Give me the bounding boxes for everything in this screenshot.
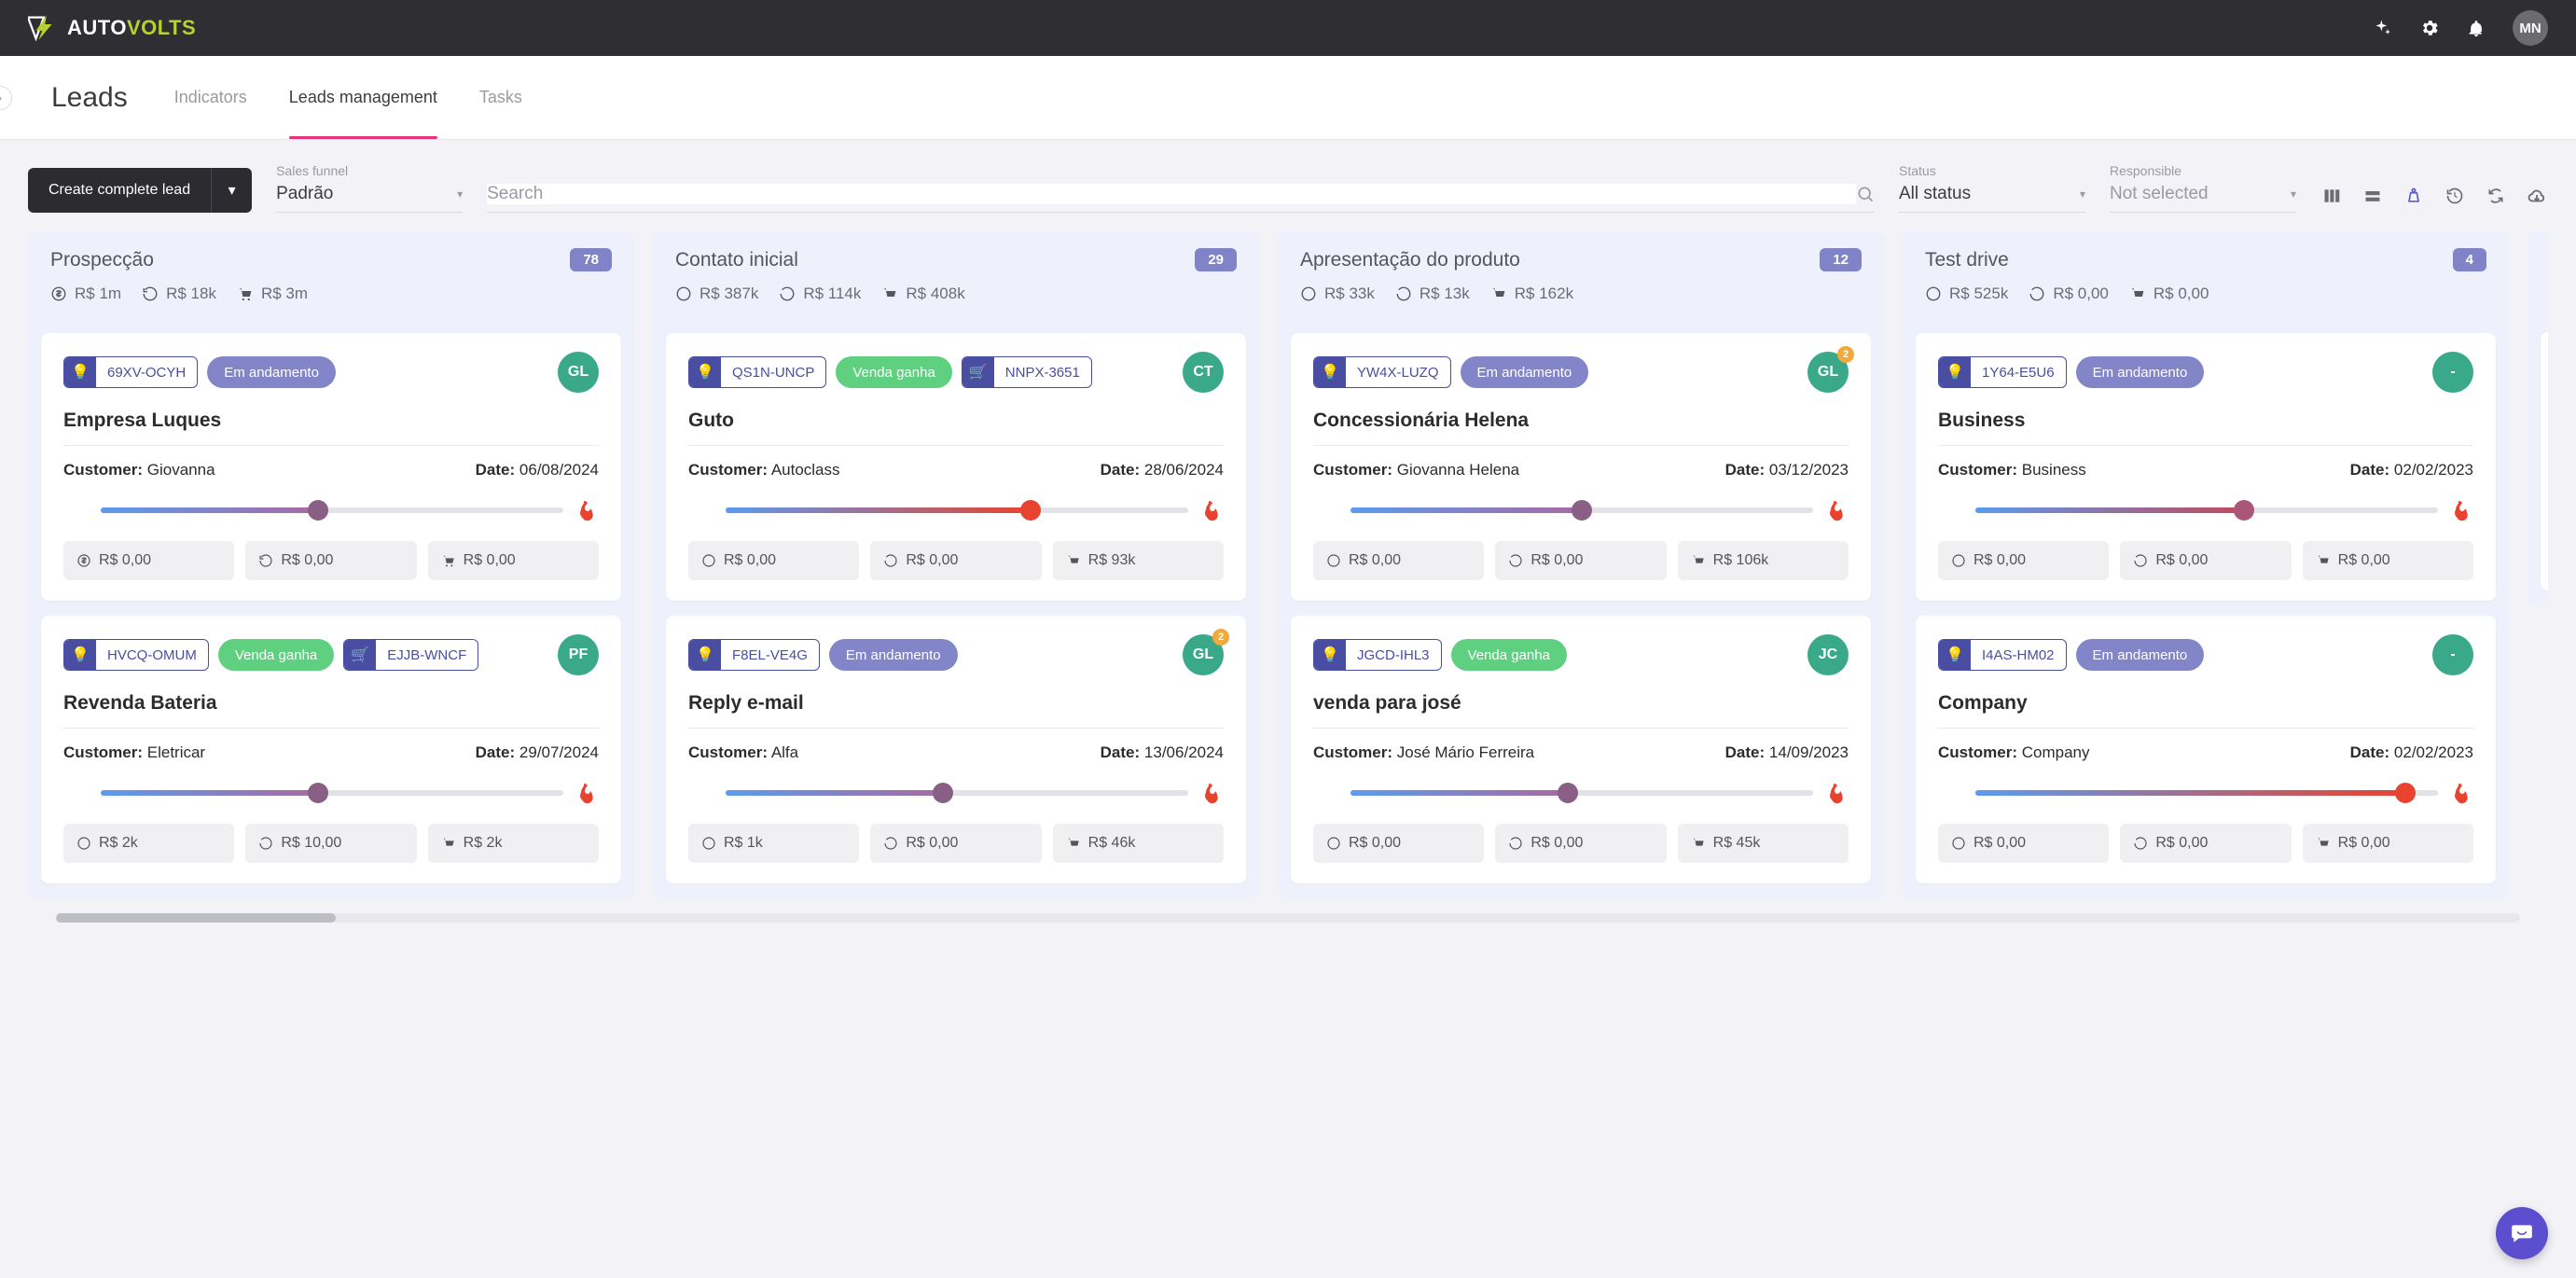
responsible-value: Not selected bbox=[2110, 184, 2209, 204]
chat-support-button[interactable] bbox=[2496, 1207, 2548, 1259]
view-toggle-icons bbox=[2320, 185, 2548, 213]
column-count-badge: 78 bbox=[570, 248, 612, 271]
avatar-count-badge: 2 bbox=[1837, 346, 1854, 363]
search-field[interactable] bbox=[487, 163, 1875, 213]
column-count-badge: 29 bbox=[1195, 248, 1237, 271]
breadcrumb-tabs: Indicators Leads management Tasks bbox=[174, 56, 522, 139]
column-envio-de-proposta: Envio de proposta R$ 870k 💡H8N3-ODU Bate… bbox=[2528, 231, 2548, 898]
chevron-down-icon: ▾ bbox=[2080, 188, 2085, 201]
lead-card[interactable]: 💡 HVCQ-OMUM Venda ganha 🛒 EJJB-WNCF PF Rev… bbox=[41, 616, 621, 883]
status-field[interactable]: Status All status ▾ bbox=[1899, 163, 2085, 213]
tab-leads-management[interactable]: Leads management bbox=[289, 56, 437, 139]
horizontal-scrollbar-thumb[interactable] bbox=[56, 913, 336, 923]
refresh-icon[interactable] bbox=[2485, 185, 2507, 207]
autovolts-logo-icon bbox=[28, 14, 60, 42]
lead-avatar[interactable]: PF bbox=[558, 634, 599, 675]
brand-name-volts: VOLTS bbox=[127, 16, 196, 39]
chevron-down-icon: ▾ bbox=[2291, 188, 2296, 201]
responsible-field[interactable]: Responsible Not selected ▾ bbox=[2110, 163, 2296, 213]
lead-card[interactable]: 💡 F8EL-VE4G Em andamento GL 2 Reply e-mai… bbox=[666, 616, 1246, 883]
chevron-down-icon: ▾ bbox=[457, 188, 463, 201]
priority-weight-icon[interactable] bbox=[2403, 185, 2425, 207]
sparkle-icon[interactable] bbox=[2373, 18, 2393, 38]
lead-card[interactable]: 💡 I4AS-HM02 Em andamento - Company Custom… bbox=[1916, 616, 2496, 883]
lead-card[interactable]: 💡 JGCD-IHL3 Venda ganha JC venda para jos… bbox=[1291, 616, 1871, 883]
lead-card[interactable]: 💡 YW4X-LUZQ Em andamento GL 2 Concessioná… bbox=[1291, 333, 1871, 601]
cloud-download-icon[interactable] bbox=[2526, 185, 2548, 207]
lead-card[interactable]: 💡 69XV-OCYH Em andamento GL Empresa Luque… bbox=[41, 333, 621, 601]
kanban-view-icon[interactable] bbox=[2320, 185, 2343, 207]
brand-logo: AUTOVOLTS bbox=[28, 14, 196, 42]
column-count-badge: 12 bbox=[1820, 248, 1862, 271]
filter-toolbar: Create complete lead ▾ Sales funnel Padr… bbox=[0, 140, 2576, 231]
breadcrumb-bar: › Leads Indicators Leads management Task… bbox=[0, 56, 2576, 140]
column-apresentacao-do-produto: Apresentação do produto 12 R$ 33k R$ 13k… bbox=[1278, 231, 1884, 898]
create-lead-button[interactable]: Create complete lead ▾ bbox=[28, 168, 252, 213]
user-avatar[interactable]: MN bbox=[2513, 10, 2548, 46]
page-title: Leads bbox=[51, 82, 128, 114]
sales-funnel-field[interactable]: Sales funnel Padrão ▾ bbox=[276, 163, 463, 213]
top-bar-actions: MN bbox=[2373, 10, 2548, 46]
column-prospeccao: Prospecção 78 R$ 1m R$ 18k R$ 3m 💡 69XV-O… bbox=[28, 231, 634, 898]
search-icon[interactable] bbox=[1856, 185, 1875, 203]
column-contato-inicial: Contato inicial 29 R$ 387k R$ 114k R$ 40… bbox=[653, 231, 1259, 898]
chat-bubble-icon bbox=[2510, 1221, 2534, 1245]
tab-tasks[interactable]: Tasks bbox=[479, 56, 522, 139]
sales-funnel-value: Padrão bbox=[276, 184, 333, 204]
top-bar: AUTOVOLTS MN bbox=[0, 0, 2576, 56]
lead-avatar[interactable]: CT bbox=[1183, 352, 1224, 393]
gear-icon[interactable] bbox=[2419, 18, 2440, 38]
bell-icon[interactable] bbox=[2466, 18, 2486, 38]
list-view-icon[interactable] bbox=[2361, 185, 2384, 207]
tab-indicators[interactable]: Indicators bbox=[174, 56, 247, 139]
lead-avatar[interactable]: - bbox=[2432, 634, 2473, 675]
kanban-board: Prospecção 78 R$ 1m R$ 18k R$ 3m 💡 69XV-O… bbox=[28, 231, 2548, 908]
horizontal-scrollbar[interactable] bbox=[56, 913, 2520, 923]
search-input[interactable] bbox=[487, 184, 1856, 204]
create-lead-label: Create complete lead bbox=[28, 168, 211, 213]
lead-card[interactable]: 💡 QS1N-UNCP Venda ganha 🛒 NNPX-3651 CT Gut… bbox=[666, 333, 1246, 601]
column-count-badge: 4 bbox=[2453, 248, 2486, 271]
lead-card[interactable]: 💡 1Y64-E5U6 Em andamento - Business Custo… bbox=[1916, 333, 2496, 601]
lead-avatar[interactable]: GL bbox=[558, 352, 599, 393]
brand-name-auto: AUTO bbox=[67, 16, 127, 39]
history-icon[interactable] bbox=[2444, 185, 2466, 207]
create-lead-chevron-icon[interactable]: ▾ bbox=[211, 168, 252, 213]
avatar-count-badge: 2 bbox=[1212, 629, 1229, 646]
lead-card[interactable]: 💡H8N3-ODU Baterias Customer: Ma R$ 50k bbox=[2541, 332, 2548, 590]
collapse-sidebar-button[interactable]: › bbox=[0, 86, 12, 110]
status-value: All status bbox=[1899, 184, 1971, 204]
column-test-drive: Test drive 4 R$ 525k R$ 0,00 R$ 0,00 💡 1Y… bbox=[1903, 231, 2509, 898]
kanban-board-wrapper: Prospecção 78 R$ 1m R$ 18k R$ 3m 💡 69XV-O… bbox=[0, 231, 2576, 923]
lead-avatar[interactable]: - bbox=[2432, 352, 2473, 393]
lead-avatar[interactable]: JC bbox=[1807, 634, 1849, 675]
